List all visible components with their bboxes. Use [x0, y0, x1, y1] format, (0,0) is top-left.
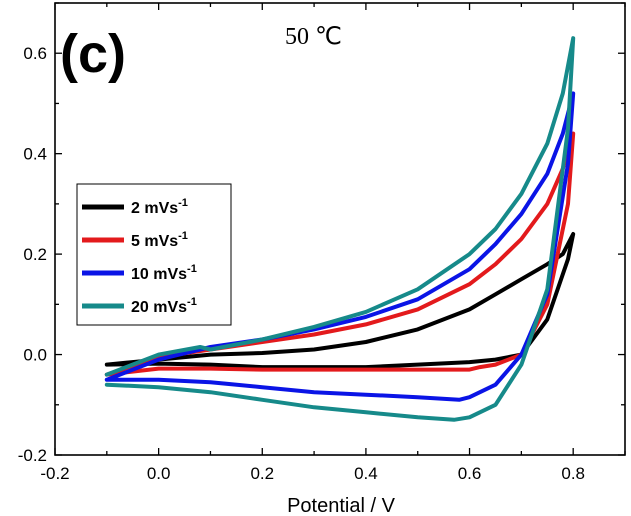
x-tick-labels: -0.2 0.0 0.2 0.4 0.6 0.8: [40, 464, 585, 483]
panel-label: (c): [60, 24, 126, 84]
legend-label-4: 20 mVs-1: [131, 296, 197, 316]
x-tick-label: 0.8: [561, 464, 585, 483]
x-tick-label: 0.0: [147, 464, 171, 483]
series-lines: [104, 36, 576, 422]
y-tick-label: 0.0: [23, 346, 47, 365]
y-tick-label: 0.4: [23, 145, 47, 164]
legend-label-1: 2 mVs-1: [131, 197, 188, 217]
x-tick-label: 0.6: [458, 464, 482, 483]
legend: 2 mVs-1 5 mVs-1 10 mVs-1 20 mVs-1: [76, 183, 232, 326]
x-tick-label: 0.4: [354, 464, 378, 483]
series-line-3: [104, 91, 576, 402]
x-tick-label: -0.2: [40, 464, 69, 483]
temperature-annotation: 50 ℃: [285, 24, 342, 50]
y-tick-labels: -0.2 0.0 0.2 0.4 0.6: [18, 44, 47, 465]
series-line-2: [104, 131, 576, 377]
ticks: [54, 2, 626, 456]
plot-frame: [54, 2, 626, 456]
series-line-4: [104, 36, 576, 422]
y-tick-label: 0.6: [23, 44, 47, 63]
legend-label-2: 5 mVs-1: [131, 230, 188, 250]
series-line-1: [104, 232, 576, 370]
x-tick-label: 0.2: [250, 464, 274, 483]
legend-label-3: 10 mVs-1: [131, 263, 197, 283]
y-tick-label: 0.2: [23, 245, 47, 264]
x-axis-title: Potential / V: [287, 495, 396, 516]
y-tick-label: -0.2: [18, 446, 47, 465]
